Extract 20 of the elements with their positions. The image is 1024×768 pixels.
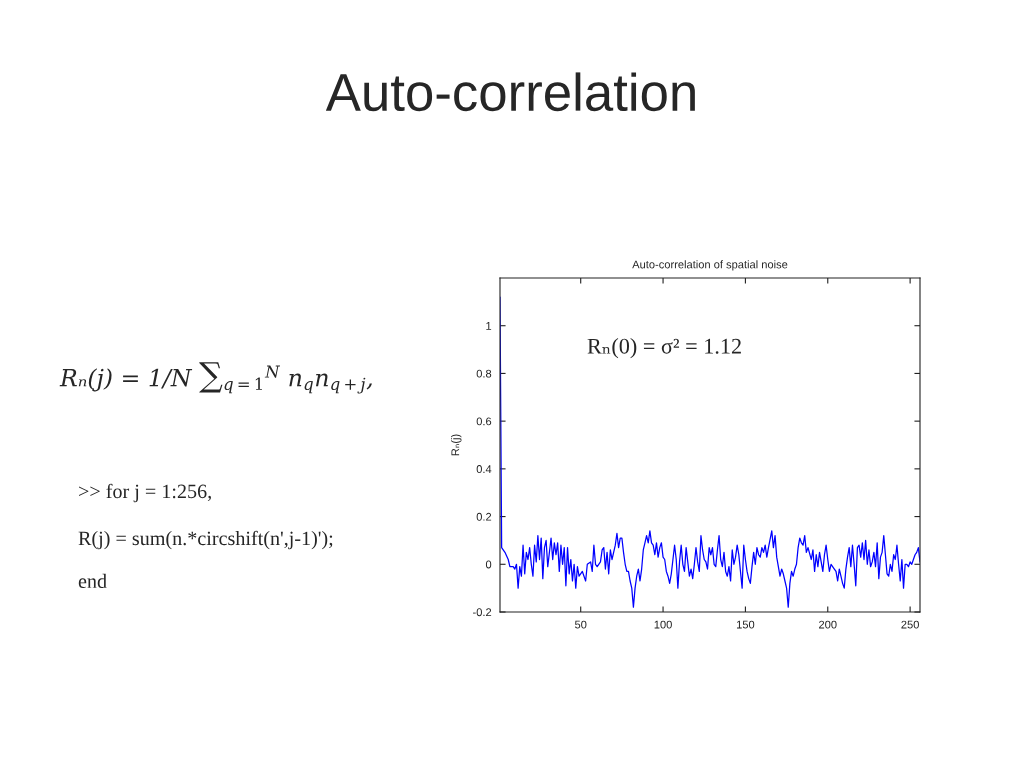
y-tick-label: -0.2 xyxy=(473,608,492,617)
y-tick-label: 0.8 xyxy=(476,369,492,378)
annotation: Rₙ(0) = σ² = 1.12 xyxy=(587,338,741,359)
text: >> for j = 1:256, xyxy=(79,483,211,503)
text: R(j) = sum(n.*circshift(n',j-1)'); xyxy=(78,530,333,550)
y-tick-label: 0.4 xyxy=(476,465,492,473)
x-tick-label: 200 xyxy=(819,620,837,629)
text: Rₙ(j) = 1/N ∑$_{q=1}$$^{N}$ n$_{q}$n$_{q+j}$, xyxy=(59,362,372,394)
x-tick-label: 50 xyxy=(574,620,587,629)
y-tick-label: 0.2 xyxy=(476,512,492,521)
y-axis-title: Rₙ(j) xyxy=(451,434,462,456)
y-tick-label: 0.6 xyxy=(476,417,492,426)
x-tick-label: 250 xyxy=(901,620,919,629)
text: end xyxy=(78,573,107,589)
x-tick-label: 150 xyxy=(736,620,755,629)
chart-title: Auto-correlation xyxy=(325,72,695,112)
y-tick-label: 1 xyxy=(486,322,492,330)
chart-subtitle: Auto-correlation of spatial noise xyxy=(632,260,788,271)
y-tick-label: 0 xyxy=(485,560,492,569)
x-tick-label: 100 xyxy=(654,620,672,629)
